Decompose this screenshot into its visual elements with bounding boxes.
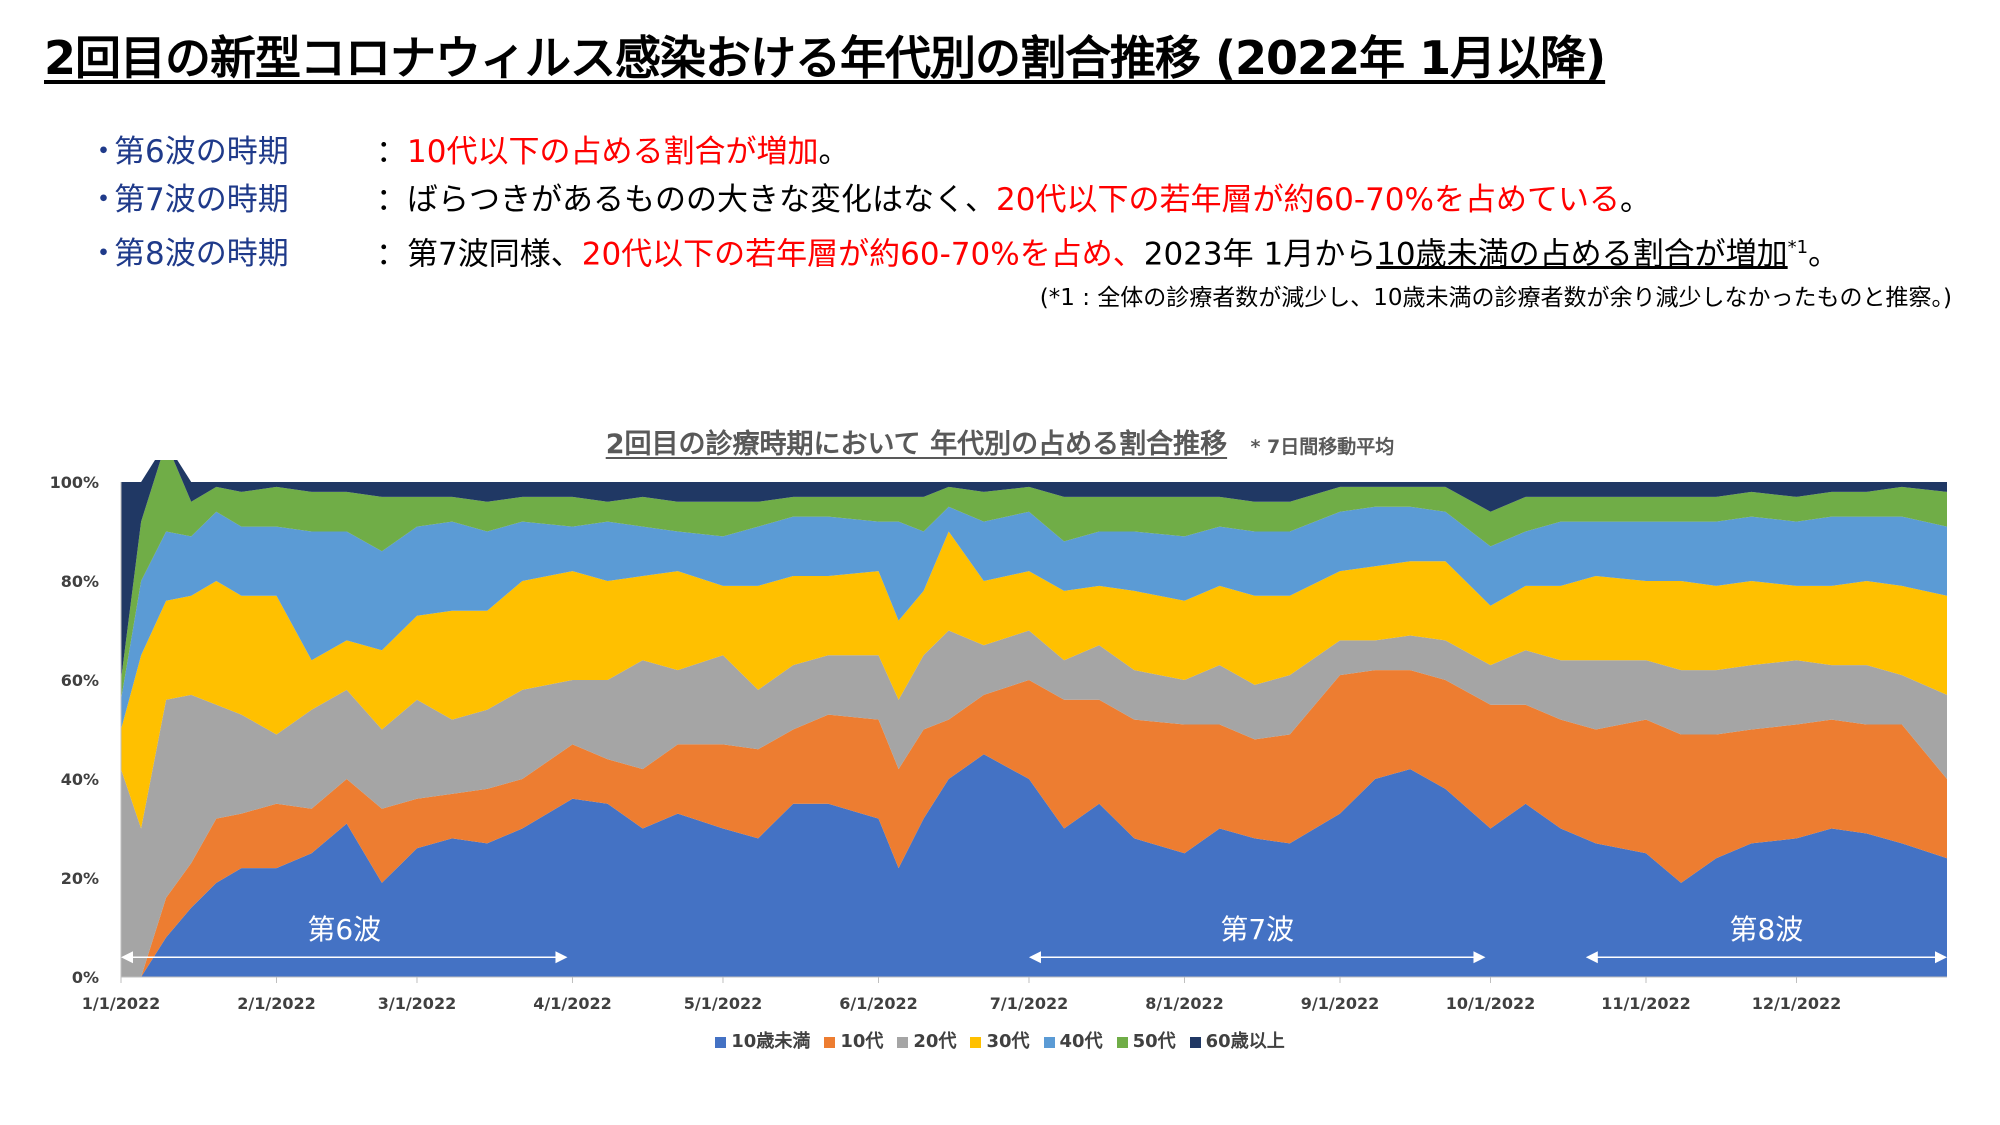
area-series-2	[121, 630, 1947, 977]
page-title: 2回目の新型コロナウィルス感染おける年代別の割合推移 (2022年 1月以降)	[44, 31, 1606, 85]
legend-item: 30代	[970, 1027, 1030, 1053]
bullet-text: 20代以下の若年層が約60-70%を占め、	[581, 236, 1144, 273]
x-tick-label: 9/1/2022	[1301, 994, 1379, 1013]
footnote: (*1 : 全体の診療者数が減少し、10歳未満の診療者数が余り減少しなかったもの…	[1039, 285, 1952, 311]
area-series-6	[121, 460, 1947, 680]
chart-title-text: 2回目の診療時期において 年代別の占める割合推移	[605, 429, 1228, 460]
chart-legend: 10歳未満 10代 20代 30代 40代 50代 60歳以上	[0, 1027, 2000, 1053]
wave-period-label: 第6波の時期	[114, 134, 289, 170]
wave-label: 第8波	[1729, 913, 1803, 946]
legend-swatch	[1043, 1036, 1055, 1048]
bullet-row: ・第7波の時期 ：ばらつきがあるものの大きな変化はなく、20代以下の若年層が約60…	[88, 176, 1839, 224]
legend-item: 60歳以上	[1189, 1027, 1285, 1053]
legend-item: 40代	[1043, 1027, 1103, 1053]
legend-item: 50代	[1116, 1027, 1176, 1053]
legend-item: 20代	[897, 1027, 956, 1053]
bullet-text: ばらつきがあるものの大きな変化はなく、	[407, 182, 996, 218]
legend-swatch	[970, 1036, 982, 1048]
legend-label: 30代	[986, 1031, 1030, 1052]
bullet-row: ・第6波の時期 ：10代以下の占める割合が増加。	[88, 128, 1839, 176]
y-tick-label: 0%	[72, 968, 99, 987]
wave-label: 第7波	[1220, 913, 1294, 946]
y-tick-label: 20%	[61, 869, 99, 888]
legend-item: 10代	[824, 1027, 883, 1053]
bullet-dot: ・	[88, 236, 119, 273]
x-tick-label: 5/1/2022	[684, 994, 762, 1013]
wave-arrow-left-head	[1028, 951, 1041, 964]
wave-period-label: 第7波の時期	[114, 182, 289, 218]
x-tick-label: 7/1/2022	[990, 994, 1068, 1013]
bullet-colon: ：	[376, 134, 407, 170]
summary-bullets: ・第6波の時期 ：10代以下の占める割合が増加。 ・第7波の時期 ：ばらつきがあるもの…	[88, 128, 1839, 278]
legend-swatch	[824, 1036, 836, 1048]
y-tick-label: 60%	[61, 671, 99, 690]
bullet-text: 2023年 1月から	[1143, 236, 1377, 273]
legend-label: 60歳以上	[1205, 1031, 1285, 1052]
x-tick-label: 4/1/2022	[533, 994, 611, 1013]
bullet-colon: ：	[376, 236, 407, 273]
wave-arrow-right-head	[1935, 951, 1947, 964]
wave-arrow-right-head	[1473, 951, 1486, 964]
x-tick-label: 1/1/2022	[82, 994, 160, 1013]
wave-label: 第6波	[307, 913, 381, 946]
area-series-1	[121, 670, 1947, 977]
legend-swatch	[715, 1036, 727, 1048]
bullet-colon: ：	[376, 182, 407, 218]
x-tick-label: 3/1/2022	[378, 994, 456, 1013]
bullet-text: 10歳未満の占める割合が増加	[1376, 236, 1788, 273]
bullet-row: ・第8波の時期 ：第7波同様、20代以下の若年層が約60-70%を占め、2023年…	[88, 224, 1839, 278]
x-tick-label: 12/1/2022	[1752, 994, 1842, 1013]
x-tick-label: 11/1/2022	[1601, 994, 1691, 1013]
area-series-0	[121, 754, 1947, 977]
area-series-3	[121, 531, 1947, 829]
bullet-dot: ・	[88, 182, 119, 218]
bullet-text: 。	[1808, 236, 1840, 273]
legend-swatch	[897, 1036, 909, 1048]
legend-label: 40代	[1059, 1031, 1103, 1052]
legend-label: 10代	[840, 1031, 884, 1052]
bullet-text: 10代以下の占める割合が増加	[407, 134, 819, 170]
chart-title-note: * 7日間移動平均	[1250, 436, 1395, 458]
x-tick-label: 2/1/2022	[237, 994, 315, 1013]
area-series-4	[121, 506, 1947, 730]
x-tick-label: 8/1/2022	[1145, 994, 1223, 1013]
bullet-dot: ・	[88, 134, 119, 170]
x-tick-label: 10/1/2022	[1446, 994, 1536, 1013]
legend-swatch	[1189, 1036, 1201, 1048]
wave-arrow-left-head	[1585, 951, 1598, 964]
legend-swatch	[1116, 1036, 1128, 1048]
legend-label: 50代	[1132, 1031, 1176, 1052]
bullet-text: 。	[1619, 182, 1651, 218]
chart-title: 2回目の診療時期において 年代別の占める割合推移 * 7日間移動平均	[0, 422, 2000, 461]
bullet-text: 20代以下の若年層が約60-70%を占めている	[996, 182, 1620, 218]
wave-period-label: 第8波の時期	[114, 236, 289, 273]
area-series-5	[121, 460, 1947, 700]
bullet-text: 第7波同様、	[407, 236, 582, 273]
wave-arrow-left-head	[121, 951, 133, 964]
y-tick-label: 100%	[50, 473, 99, 492]
y-tick-label: 40%	[61, 770, 99, 789]
legend-label: 20代	[913, 1031, 957, 1052]
wave-arrow-right-head	[555, 951, 568, 964]
y-tick-label: 80%	[61, 572, 99, 591]
legend-item: 10歳未満	[715, 1027, 810, 1053]
bullet-text: *1	[1787, 237, 1809, 258]
bullet-text: 。	[818, 134, 850, 170]
x-tick-label: 6/1/2022	[839, 994, 917, 1013]
stacked-area-chart: 0% 20% 40% 60% 80% 100% 1/1/2022 2/1/2022 3/1/20…	[50, 460, 1947, 1013]
legend-label: 10歳未満	[731, 1031, 811, 1052]
